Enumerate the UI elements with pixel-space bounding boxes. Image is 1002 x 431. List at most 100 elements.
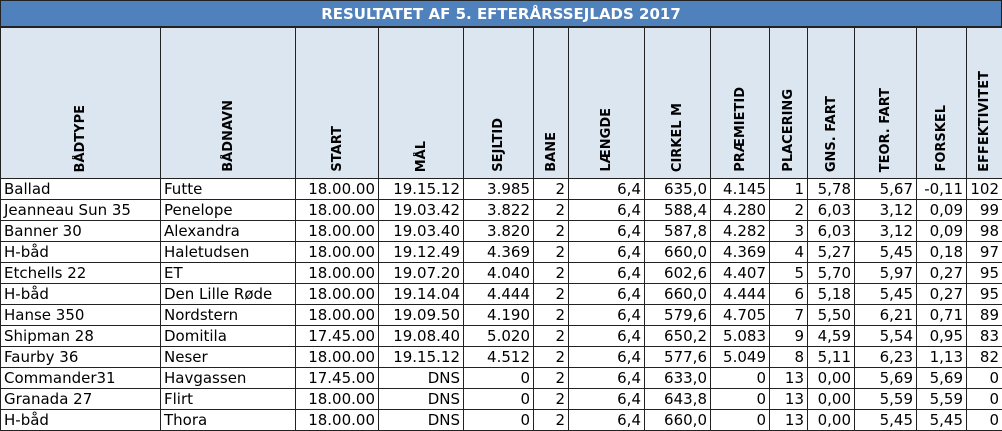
table-cell: Neser <box>160 346 296 368</box>
table-cell: Alexandra <box>160 220 296 242</box>
table-cell: 5,78 <box>807 178 855 200</box>
table-cell: 6,4 <box>568 304 645 326</box>
table-cell: 2 <box>533 262 569 284</box>
table-cell: Flirt <box>160 388 296 410</box>
table-cell: 0 <box>463 409 534 431</box>
table-cell: 0 <box>710 409 770 431</box>
table-cell: 0,71 <box>916 304 967 326</box>
header-label: EFFEKTIVITET <box>977 71 992 172</box>
table-cell: 5,45 <box>854 241 917 263</box>
table-cell: 6,4 <box>568 220 645 242</box>
table-row: H-båd Thora 18.00.00 DNS 0 2 6,4 660,0 0 13 0,00 5,… <box>0 409 1002 431</box>
header-cell: BÅDNAVN <box>160 27 296 179</box>
table-cell: 2 <box>533 346 569 368</box>
header-cell: START <box>295 27 379 179</box>
header-cell: SEJLTID <box>463 27 534 179</box>
table-cell: 5,67 <box>854 178 917 200</box>
header-cell: LÆNGDE <box>568 27 645 179</box>
table-row: H-båd Haletudsen 18.00.00 19.12.49 4.369 2 6,4… <box>0 241 1002 263</box>
table-cell: 2 <box>533 283 569 305</box>
table-cell: Nordstern <box>160 304 296 326</box>
table-cell: 6,4 <box>568 178 645 200</box>
table-cell: 18.00.00 <box>295 283 379 305</box>
table-cell: 4.280 <box>710 199 770 221</box>
table-cell: Faurby 36 <box>0 346 161 368</box>
results-table: BÅDTYPE BÅDNAVN START MÅL SEJLTID BANE LÆNGDE C… <box>0 27 1002 431</box>
table-cell: 0 <box>966 388 1002 410</box>
table-cell: 4.369 <box>463 241 534 263</box>
header-cell: BANE <box>533 27 569 179</box>
header-cell: CIRKEL M <box>644 27 711 179</box>
table-cell: 2 <box>533 178 569 200</box>
table-cell: 6,4 <box>568 409 645 431</box>
table-cell: 6,4 <box>568 199 645 221</box>
header-label: FORSKEL <box>934 105 949 172</box>
table-cell: 6,4 <box>568 388 645 410</box>
table-cell: 18.00.00 <box>295 178 379 200</box>
header-cell: PLACERING <box>769 27 808 179</box>
table-cell: Granada 27 <box>0 388 161 410</box>
table-cell: 82 <box>966 346 1002 368</box>
table-cell: Penelope <box>160 199 296 221</box>
table-cell: 18.00.00 <box>295 199 379 221</box>
table-cell: 0,00 <box>807 409 855 431</box>
table-cell: 1 <box>769 178 808 200</box>
table-cell: 2 <box>533 388 569 410</box>
table-cell: 0,00 <box>807 388 855 410</box>
table-cell: 97 <box>966 241 1002 263</box>
table-cell: 13 <box>769 409 808 431</box>
table-cell: 5,59 <box>854 388 917 410</box>
table-cell: 635,0 <box>644 178 711 200</box>
table-cell: 6,4 <box>568 325 645 347</box>
table-cell: 6 <box>769 283 808 305</box>
table-cell: 4 <box>769 241 808 263</box>
header-label: TEOR. FART <box>878 87 893 172</box>
table-cell: 0,27 <box>916 262 967 284</box>
table-cell: Haletudsen <box>160 241 296 263</box>
table-cell: 19.03.42 <box>378 199 464 221</box>
table-cell: 17.45.00 <box>295 367 379 389</box>
table-cell: Futte <box>160 178 296 200</box>
table-cell: 2 <box>533 241 569 263</box>
table-cell: 19.03.40 <box>378 220 464 242</box>
table-cell: H-båd <box>0 409 161 431</box>
table-row: Jeanneau Sun 35 Penelope 18.00.00 19.03.42 3… <box>0 199 1002 221</box>
table-cell: 4.369 <box>710 241 770 263</box>
table-cell: 19.15.12 <box>378 346 464 368</box>
table-cell: 99 <box>966 199 1002 221</box>
table-cell: Shipman 28 <box>0 325 161 347</box>
table-cell: DNS <box>378 409 464 431</box>
table-cell: Domitila <box>160 325 296 347</box>
table-cell: 579,6 <box>644 304 711 326</box>
table-cell: 2 <box>769 199 808 221</box>
header-label: START <box>329 126 345 172</box>
table-cell: 7 <box>769 304 808 326</box>
table-cell: 95 <box>966 283 1002 305</box>
table-cell: 588,4 <box>644 199 711 221</box>
table-cell: 18.00.00 <box>295 241 379 263</box>
table-cell: 0 <box>463 367 534 389</box>
table-cell: 13 <box>769 367 808 389</box>
table-cell: 1,13 <box>916 346 967 368</box>
table-cell: 19.07.20 <box>378 262 464 284</box>
header-row: BÅDTYPE BÅDNAVN START MÅL SEJLTID BANE LÆNGDE C… <box>0 27 1002 179</box>
table-cell: 0,00 <box>807 367 855 389</box>
table-cell: 8 <box>769 346 808 368</box>
header-label: LÆNGDE <box>599 108 614 172</box>
table-row: Etchells 22 ET 18.00.00 19.07.20 4.040 2 6,4 60… <box>0 262 1002 284</box>
table-cell: 0,09 <box>916 220 967 242</box>
header-label: PLACERING <box>781 89 796 172</box>
table-cell: 4.145 <box>710 178 770 200</box>
table-cell: 5 <box>769 262 808 284</box>
table-cell: 4.444 <box>463 283 534 305</box>
header-label: BÅDTYPE <box>73 104 88 172</box>
table-cell: 0 <box>966 367 1002 389</box>
table-cell: 0 <box>710 367 770 389</box>
table-row: Shipman 28 Domitila 17.45.00 19.08.40 5.020 2… <box>0 325 1002 347</box>
table-cell: 19.15.12 <box>378 178 464 200</box>
table-cell: 4.040 <box>463 262 534 284</box>
table-cell: 3.822 <box>463 199 534 221</box>
table-cell: ET <box>160 262 296 284</box>
table-cell: 5.049 <box>710 346 770 368</box>
table-cell: 660,0 <box>644 283 711 305</box>
